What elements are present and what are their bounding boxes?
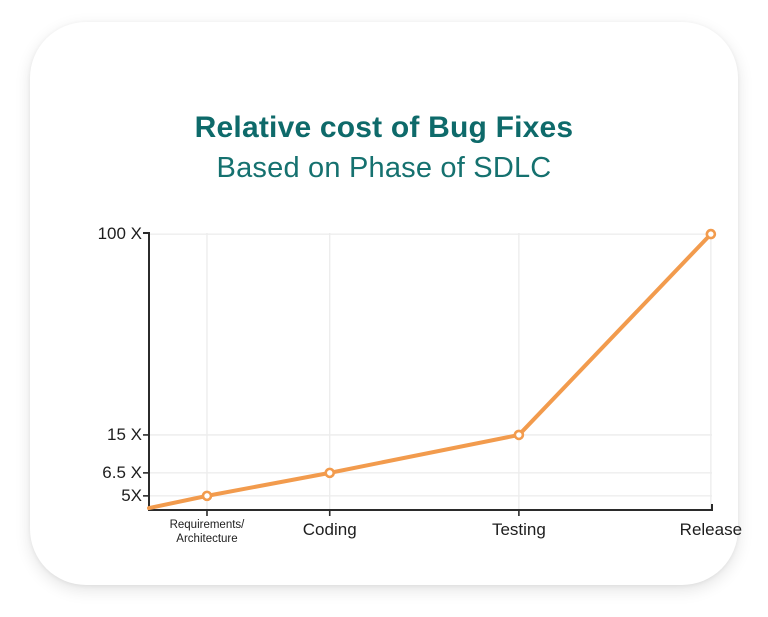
chart-card: Relative cost of Bug Fixes Based on Phas… bbox=[30, 22, 742, 585]
x-tick-label: Release bbox=[679, 520, 743, 539]
y-tick-label: 6.5 X bbox=[102, 462, 142, 482]
x-tick-label: Coding bbox=[302, 520, 357, 539]
y-tick-label: 15 X bbox=[107, 424, 142, 444]
chart-title: Relative cost of Bug Fixes bbox=[194, 111, 574, 144]
line-chart bbox=[143, 228, 717, 516]
y-tick-label: 100 X bbox=[97, 224, 142, 244]
y-tick-label: 5X bbox=[121, 485, 142, 505]
x-tick-label: Testing bbox=[491, 520, 546, 539]
chart-subtitle: Based on Phase of SDLC bbox=[216, 152, 552, 184]
x-tick-label: Requirements/Architecture bbox=[169, 519, 245, 545]
